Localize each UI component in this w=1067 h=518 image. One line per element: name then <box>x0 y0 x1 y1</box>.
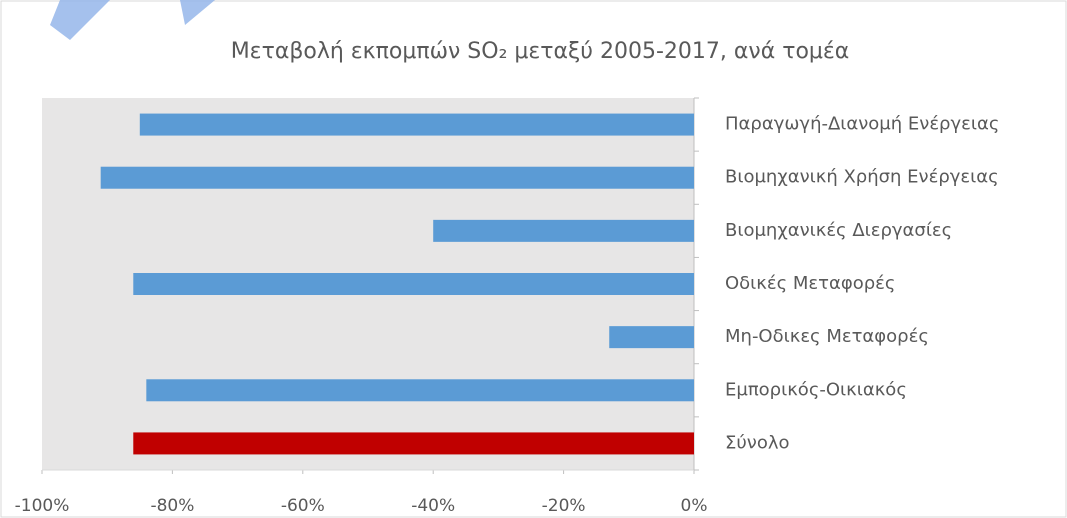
bar <box>133 432 694 455</box>
category-label: Βιομηχανικές Διεργασίες <box>725 220 952 241</box>
chart-title: Μεταβολή εκπομπών SO₂ μεταξύ 2005-2017, … <box>231 39 850 64</box>
bar <box>139 113 695 136</box>
watermark <box>50 0 215 40</box>
category-label: Εμπορικός-Οικιακός <box>725 379 907 400</box>
bar <box>609 326 694 349</box>
category-label: Παραγωγή-Διανομή Ενέργειας <box>725 114 999 135</box>
category-label: Οδικές Μεταφορές <box>725 273 895 294</box>
x-tick-label: -80% <box>150 496 194 516</box>
x-tick-label: -40% <box>411 496 455 516</box>
bar <box>133 273 694 295</box>
category-label: Βιομηχανική Χρήση Ενέργειας <box>725 167 999 188</box>
category-label: Μη-Οδικες Μεταφορές <box>725 326 929 347</box>
x-tick-label: -60% <box>281 496 325 516</box>
bar <box>100 166 695 189</box>
category-label: Σύνολο <box>725 432 790 453</box>
x-tick-label: 0% <box>681 496 708 516</box>
bar <box>433 219 694 242</box>
bar <box>146 379 694 402</box>
x-tick-label: -100% <box>15 496 70 516</box>
x-tick-label: -20% <box>542 496 586 516</box>
